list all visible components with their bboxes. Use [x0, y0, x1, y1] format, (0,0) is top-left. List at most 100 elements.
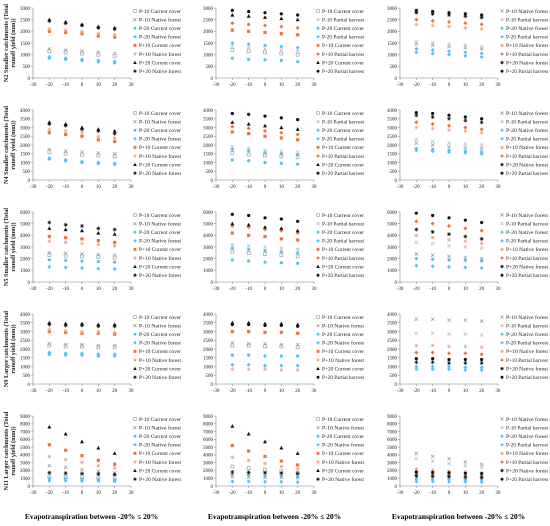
data-point [47, 463, 52, 468]
data-point [247, 159, 251, 163]
data-point [414, 22, 419, 27]
data-point [246, 42, 251, 47]
y-tick-label: 2000 [203, 30, 214, 35]
data-point [112, 27, 117, 31]
row-title-5: N11 Larger catchments (Totalrunoff yield… [3, 411, 17, 490]
y-tick-label: 1000 [20, 269, 31, 274]
data-point [479, 256, 484, 261]
data-point [63, 48, 68, 52]
x-tick-label: -10 [429, 389, 436, 394]
data-point [263, 234, 267, 239]
data-point [414, 39, 419, 44]
data-point [463, 25, 468, 30]
x-tick-label: -30 [213, 185, 220, 190]
y-tick-label: 1000 [387, 53, 398, 58]
data-point [230, 322, 234, 327]
data-point [414, 113, 419, 118]
x-tick-label: -10 [245, 491, 252, 496]
data-point [96, 129, 101, 133]
legend-marker [500, 264, 504, 269]
legend-label: P+10 Native forest [139, 257, 182, 262]
x-tick-label: 0 [81, 287, 84, 292]
data-point [80, 254, 84, 259]
data-point [63, 253, 68, 258]
legend-marker [133, 273, 137, 277]
data-point [47, 478, 51, 483]
data-point [447, 11, 451, 15]
data-point [112, 51, 117, 56]
data-point [279, 474, 283, 478]
row-title-2: N4 Smaller catchments (Totalrunoff yield… [3, 106, 17, 184]
y-tick-label: 500 [206, 170, 214, 175]
legend-marker [316, 460, 320, 464]
legend-marker [500, 230, 504, 234]
legend-marker [316, 315, 320, 319]
legend-marker [133, 366, 137, 371]
legend-marker [316, 443, 320, 447]
data-point [447, 477, 451, 482]
data-point [230, 8, 234, 12]
x-tick-label: 30 [129, 491, 135, 496]
legend-label: P-20 Current cover [139, 435, 181, 440]
legend-label: P-10 Partial harvest [322, 18, 365, 23]
data-point [230, 455, 235, 460]
data-point [63, 342, 68, 347]
legend-marker [316, 26, 320, 30]
y-tick-label: 4000 [20, 109, 31, 114]
legend-marker [316, 154, 320, 158]
data-point [96, 329, 101, 334]
x-tick-label: 0 [81, 389, 84, 394]
data-point [296, 118, 300, 122]
y-tick-label: 0 [28, 383, 31, 388]
y-tick-label: 1000 [203, 161, 214, 166]
y-tick-label: 1500 [387, 357, 398, 362]
legend-label: P+20 Current cover [139, 367, 181, 372]
data-point [246, 49, 251, 54]
x-tick-label: 0 [448, 389, 451, 394]
data-point [447, 123, 451, 128]
y-tick-label: 6000 [20, 211, 31, 216]
data-point [263, 248, 267, 253]
data-point [295, 480, 300, 485]
data-point [263, 50, 267, 55]
y-tick-label: 1500 [387, 153, 398, 158]
legend-label: P-20 Native forest [322, 342, 365, 347]
x-tick-label: -10 [62, 491, 69, 496]
y-tick-label: 3000 [387, 461, 398, 466]
x-tick-label: -20 [46, 83, 53, 88]
data-point [247, 259, 251, 263]
y-tick-label: 3000 [203, 126, 214, 131]
legend-marker [316, 264, 320, 269]
x-tick-label: 0 [264, 185, 267, 190]
y-tick-label: 0 [211, 77, 214, 82]
legend-marker [133, 111, 137, 115]
data-point [479, 44, 484, 49]
data-point [230, 472, 234, 476]
data-point [447, 13, 451, 17]
data-point [414, 137, 419, 142]
data-point [447, 243, 451, 248]
data-point [479, 143, 484, 147]
data-point [63, 227, 68, 232]
y-tick-label: 2500 [203, 339, 214, 344]
data-point [112, 472, 117, 477]
y-tick-label: 2000 [203, 348, 214, 353]
legend-label: P+10 Native forest [139, 155, 182, 160]
data-point [430, 264, 435, 269]
legend-label: P+20 Current cover [322, 367, 364, 372]
data-point [295, 368, 300, 372]
chart-panel-r5-c2: 0 1000 2000 3000 4000 5000 6000 7000 8000 9000 -30… [203, 415, 365, 496]
y-tick-label: 500 [23, 170, 31, 175]
data-point [96, 324, 101, 329]
x-tick-label: 30 [496, 389, 502, 394]
data-point [279, 217, 283, 221]
legend-marker [500, 162, 504, 167]
data-point [263, 23, 267, 28]
legend-marker [133, 239, 137, 243]
data-point [246, 431, 251, 436]
data-point [463, 21, 468, 26]
data-point [414, 343, 419, 348]
data-point [279, 323, 283, 327]
legend-marker [500, 69, 504, 73]
data-point [480, 13, 484, 17]
